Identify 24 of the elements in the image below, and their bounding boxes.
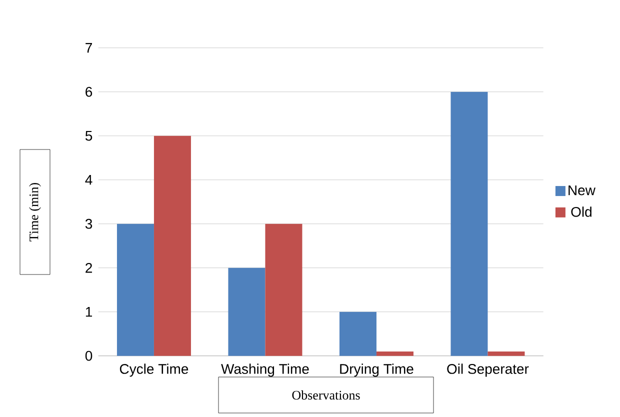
bar — [376, 351, 414, 356]
x-tick-label: Washing Time — [221, 364, 309, 377]
y-tick-label: 0 — [85, 350, 92, 361]
y-tick-label: 5 — [85, 130, 92, 141]
legend-label: Old — [571, 206, 592, 217]
x-tick-label: Cycle Time — [120, 364, 188, 377]
bar — [116, 224, 154, 356]
bar — [450, 92, 488, 356]
y-tick-label: 4 — [85, 175, 92, 185]
y-tick-label: 3 — [85, 218, 92, 229]
x-tick-label: Oil Seperater — [447, 364, 529, 377]
y-tick-label: 2 — [86, 262, 92, 273]
y-tick-label: 7 — [86, 43, 92, 53]
bar — [265, 224, 302, 356]
y-tick-label: 6 — [86, 86, 92, 97]
bar — [154, 136, 191, 356]
legend-label: New — [568, 185, 596, 196]
y-tick-label: 1 — [86, 307, 92, 317]
bar — [488, 351, 525, 356]
bar — [228, 268, 266, 356]
bar — [339, 312, 376, 356]
x-axis-title: Observations — [292, 390, 360, 400]
y-axis-title: Time (min) — [29, 183, 41, 242]
x-tick-label: Drying Time — [340, 364, 414, 377]
